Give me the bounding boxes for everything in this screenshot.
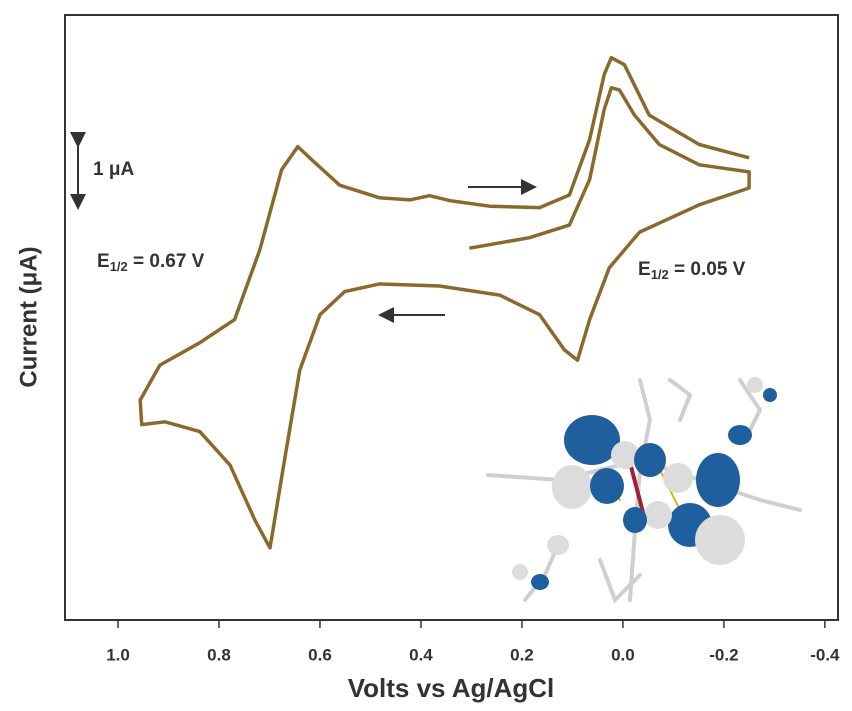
- annotation-text: E: [638, 259, 651, 280]
- x-tick-label: -0.4: [810, 645, 840, 664]
- x-tick-label: 0.8: [207, 645, 231, 664]
- annotation: E1/2 = 0.05 V: [638, 259, 746, 282]
- annotation-text: E: [97, 251, 110, 272]
- x-tick-label: -0.2: [709, 645, 738, 664]
- x-tick-label: 0.4: [409, 645, 433, 664]
- scale-bar-label: 1 μA: [93, 159, 134, 180]
- x-tick-label: 0.6: [308, 645, 332, 664]
- annotation-text: = 0.67 V: [128, 251, 205, 272]
- annotation-subscript: 1/2: [110, 259, 128, 274]
- annotation: E1/2 = 0.67 V: [97, 251, 205, 274]
- molecule-illustration: [488, 377, 800, 600]
- x-tick-label: 0.2: [510, 645, 534, 664]
- annotation-subscript: 1/2: [651, 267, 669, 282]
- x-axis-label: Volts vs Ag/AgCl: [348, 673, 555, 703]
- x-tick-label: 1.0: [106, 645, 130, 664]
- y-axis-label: Current (μA): [15, 246, 42, 387]
- annotation-text: = 0.05 V: [669, 259, 746, 280]
- x-tick-label: 0.0: [611, 645, 635, 664]
- chart: Current (μA) Volts vs Ag/AgCl 1 μA E1/2 …: [0, 0, 852, 711]
